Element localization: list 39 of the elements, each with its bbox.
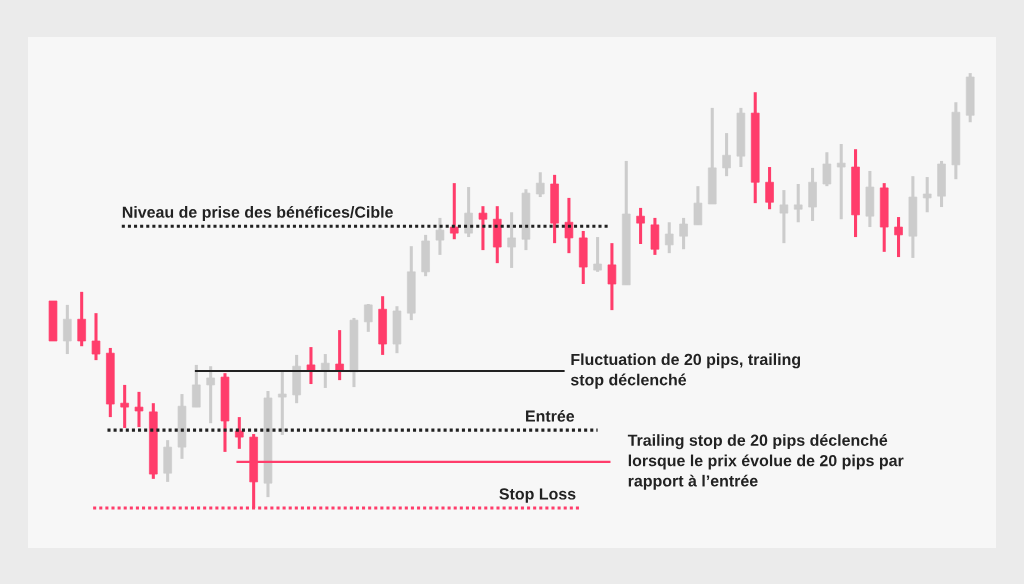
ref-line-label: Stop Loss bbox=[499, 488, 576, 503]
candlestick bbox=[894, 217, 903, 259]
candlestick bbox=[278, 371, 287, 435]
candlestick bbox=[77, 290, 86, 348]
candlestick bbox=[306, 347, 316, 386]
candlestick bbox=[779, 190, 789, 245]
candlestick bbox=[535, 172, 545, 198]
candlestick bbox=[321, 354, 330, 388]
candlestick bbox=[120, 383, 129, 428]
candlestick bbox=[822, 152, 832, 188]
candlestick bbox=[679, 217, 688, 251]
candlestick bbox=[335, 330, 344, 382]
candlestick bbox=[693, 186, 703, 226]
candlestick bbox=[664, 222, 674, 255]
candlestick bbox=[63, 304, 72, 355]
ref-line-label: Fluctuation de 20 pips, trailing stop déclenché bbox=[570, 353, 801, 389]
candlestick bbox=[922, 177, 932, 213]
candlestick bbox=[478, 206, 488, 252]
candlestick bbox=[793, 183, 803, 223]
candlestick bbox=[435, 217, 445, 255]
candlestick bbox=[206, 366, 215, 425]
candlestick bbox=[722, 133, 731, 178]
candlestick bbox=[593, 237, 602, 272]
candlestick bbox=[134, 390, 144, 429]
candlestick bbox=[449, 183, 459, 241]
candlestick bbox=[235, 417, 244, 449]
candlestick bbox=[765, 167, 774, 211]
candlestick bbox=[507, 212, 516, 268]
candlestick bbox=[91, 313, 101, 362]
ref-line-label: Niveau de prise des bénéfices/Cible bbox=[122, 205, 393, 221]
candlestick bbox=[636, 206, 645, 245]
candlestick bbox=[607, 243, 617, 312]
candlestick bbox=[564, 196, 574, 255]
ref-line-label: Entrée bbox=[526, 409, 575, 422]
candlestick bbox=[364, 304, 373, 332]
candlestick bbox=[192, 364, 201, 408]
ref-line-label: Trailing stop de 20 pips déclenché lorsque le prix évolue de 20 pips par rapport à l’entrée bbox=[627, 434, 904, 490]
candlestick bbox=[464, 187, 473, 238]
candlestick bbox=[836, 143, 846, 221]
